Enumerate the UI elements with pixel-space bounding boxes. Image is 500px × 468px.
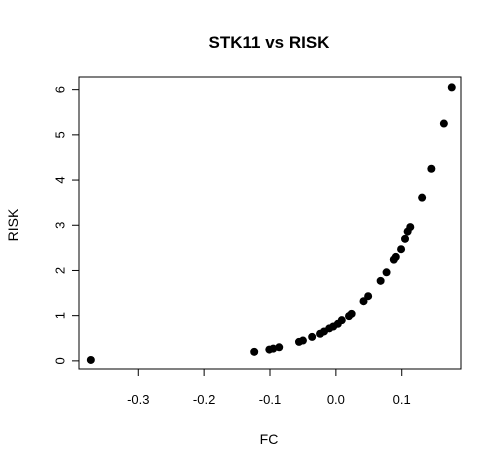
y-tick-label: 1: [53, 312, 68, 319]
data-points: [86, 83, 456, 364]
data-point: [347, 309, 356, 318]
data-point: [364, 292, 373, 301]
y-tick-label: 3: [53, 222, 68, 229]
y-tick-label: 0: [53, 357, 68, 364]
data-point: [298, 336, 307, 345]
x-tick-label: 0.0: [327, 392, 345, 407]
data-point: [397, 245, 406, 254]
data-point: [439, 119, 448, 128]
data-point: [382, 268, 391, 277]
data-point: [376, 276, 385, 285]
x-tick-label: -0.2: [193, 392, 215, 407]
y-axis-label: RISK: [5, 208, 21, 241]
x-tick-label: 0.1: [393, 392, 411, 407]
data-point: [86, 355, 95, 364]
data-point: [406, 223, 415, 232]
x-axis-label: FC: [260, 431, 279, 447]
data-point: [275, 343, 284, 352]
data-point: [337, 316, 346, 325]
y-tick-label: 6: [53, 86, 68, 93]
data-point: [391, 252, 400, 261]
y-tick-label: 5: [53, 131, 68, 138]
data-point: [447, 83, 456, 92]
y-tick-label: 2: [53, 267, 68, 274]
x-tick-label: -0.3: [127, 392, 149, 407]
data-point: [418, 193, 427, 202]
data-point: [250, 347, 259, 356]
x-tick-label: -0.1: [259, 392, 281, 407]
data-point: [401, 234, 410, 243]
y-tick-label: 4: [53, 176, 68, 183]
chart-title: STK11 vs RISK: [209, 33, 331, 52]
x-axis: -0.3 -0.2 -0.1 0.0 0.1: [127, 369, 411, 407]
plot-frame: [78, 76, 462, 370]
y-axis: 0 1 2 3 4 5 6: [53, 86, 79, 364]
data-point: [308, 332, 317, 341]
data-point: [427, 164, 436, 173]
